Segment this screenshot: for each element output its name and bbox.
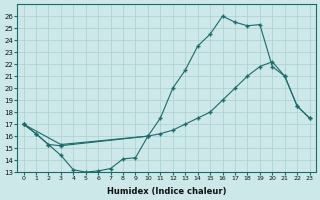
X-axis label: Humidex (Indice chaleur): Humidex (Indice chaleur) bbox=[107, 187, 226, 196]
